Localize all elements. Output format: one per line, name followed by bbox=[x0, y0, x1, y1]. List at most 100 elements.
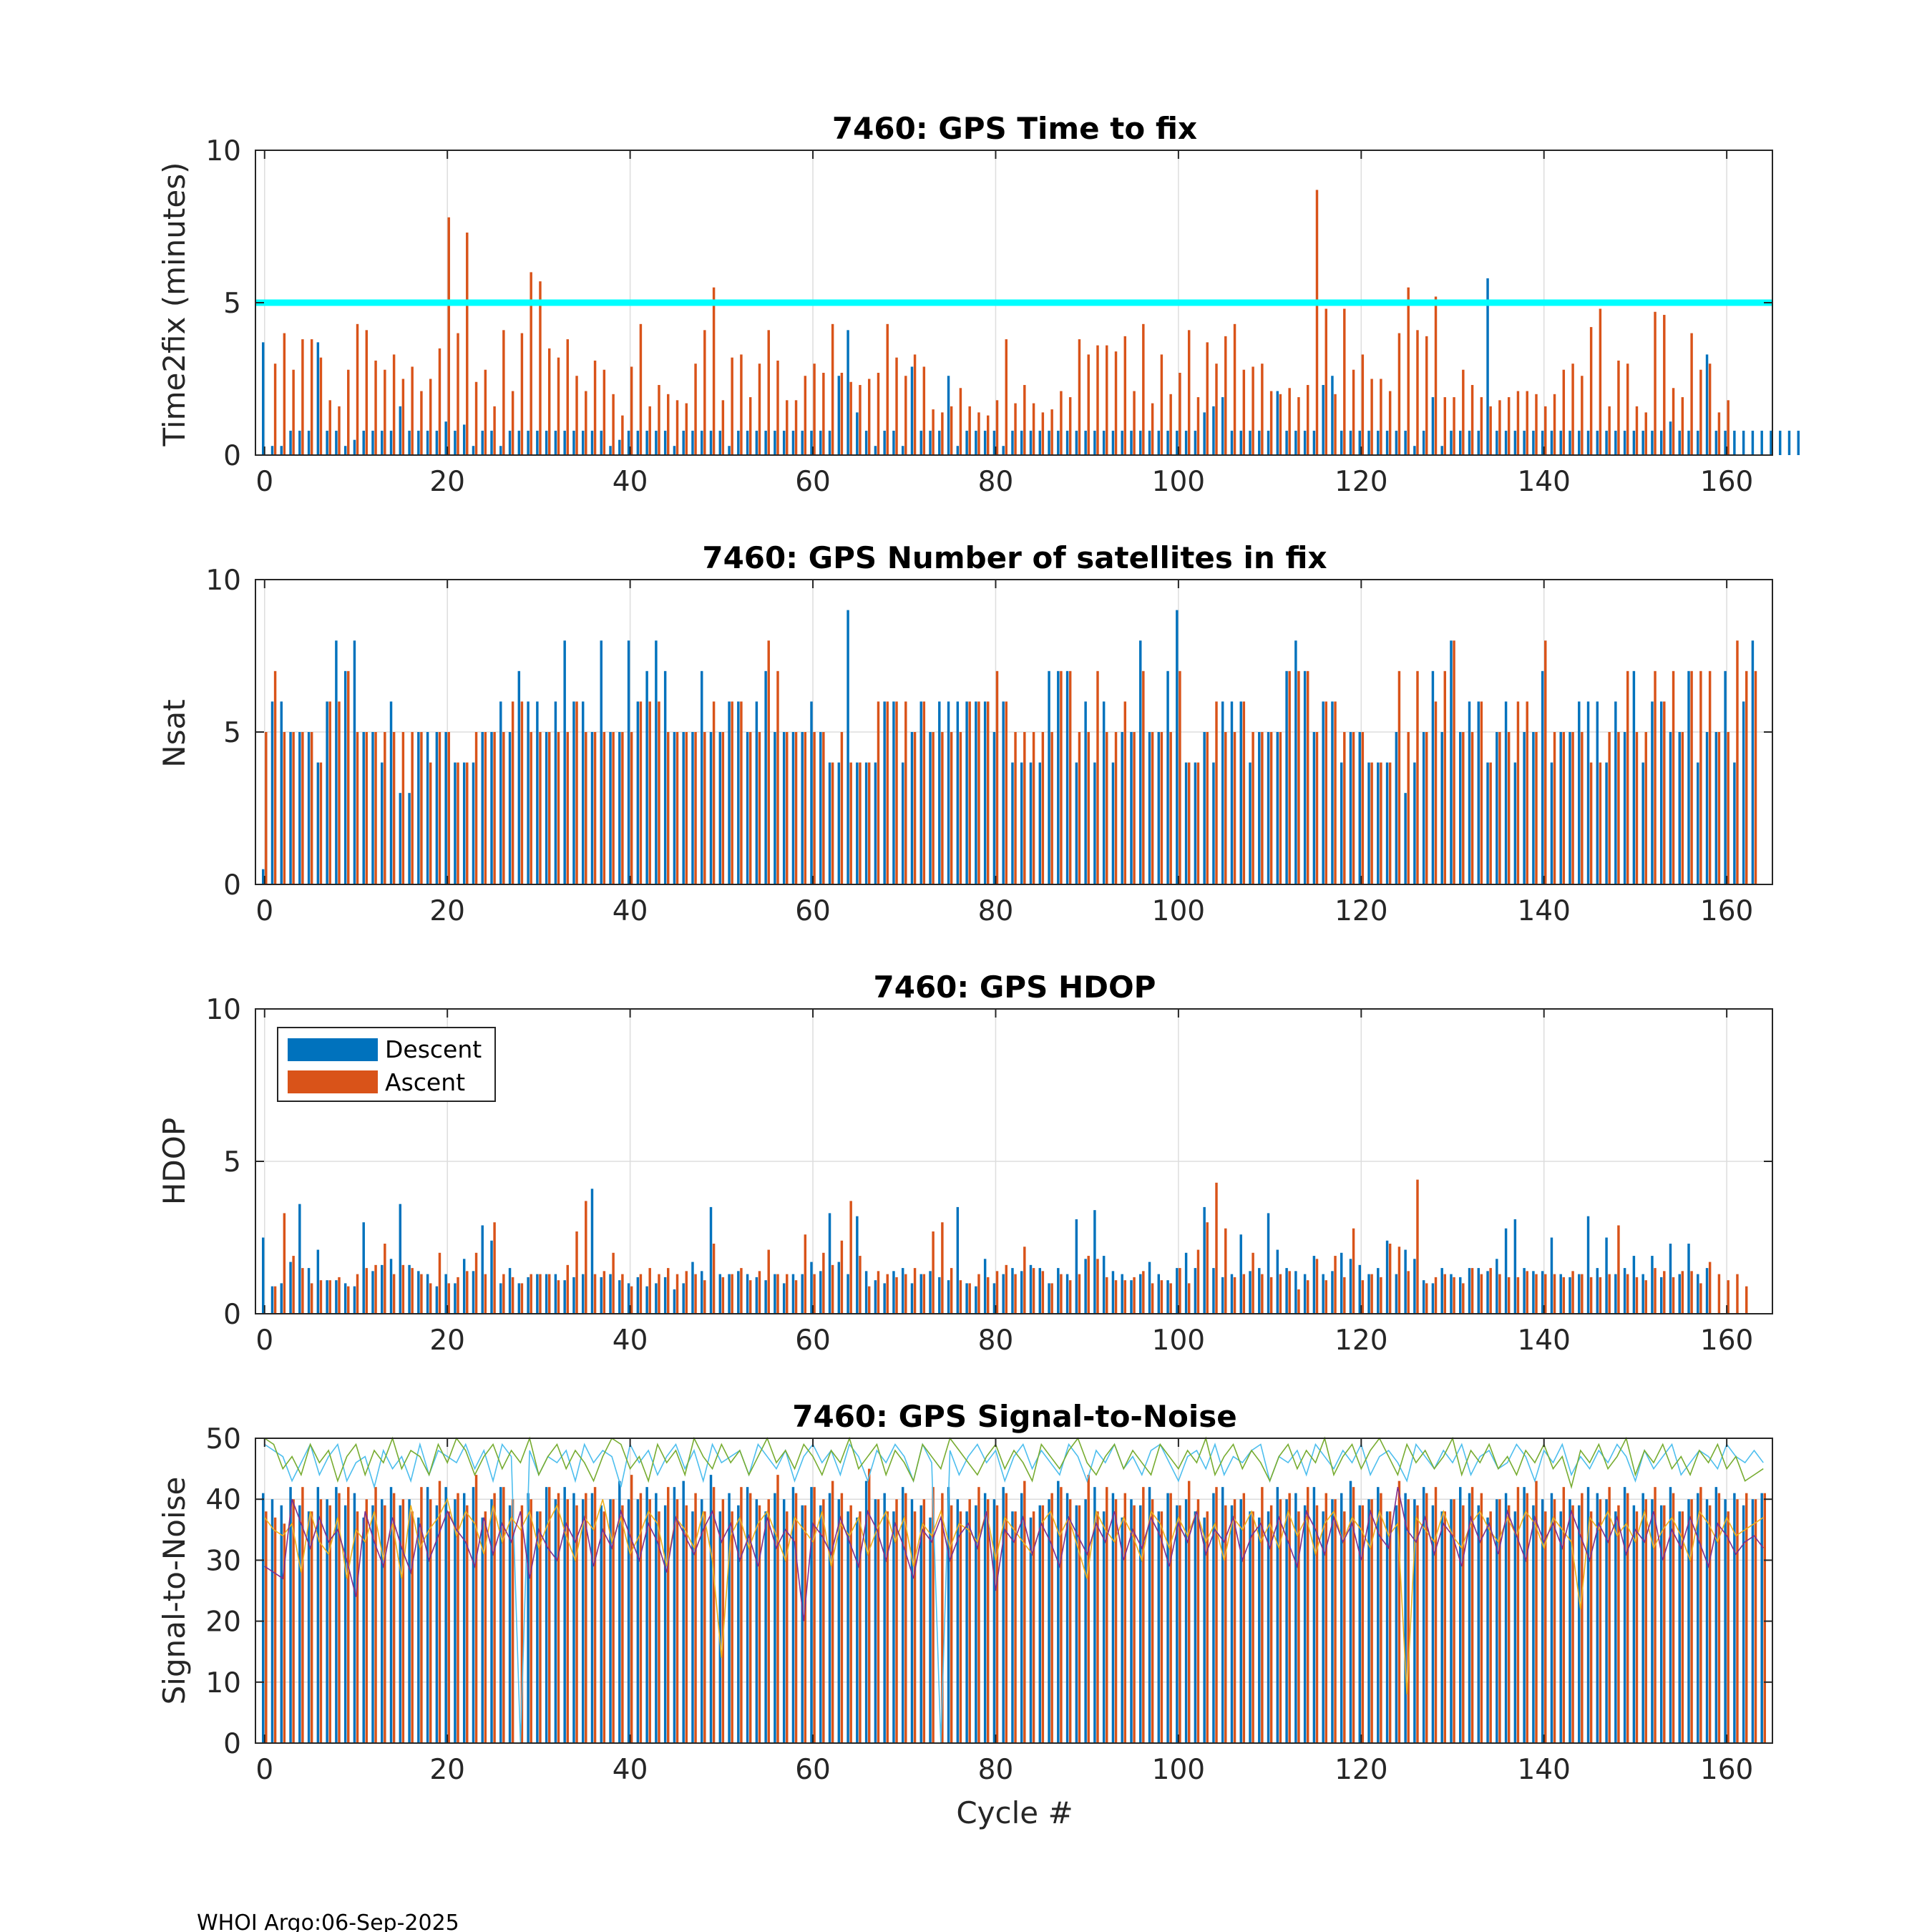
ascent-bar bbox=[1380, 1277, 1382, 1314]
descent-bar bbox=[1011, 1268, 1014, 1314]
descent-bar bbox=[1267, 1511, 1270, 1743]
descent-bar bbox=[965, 430, 968, 455]
descent-bar bbox=[718, 1511, 722, 1743]
ascent-bar bbox=[1516, 1277, 1520, 1314]
ascent-bar bbox=[547, 348, 551, 455]
ascent-bar bbox=[338, 406, 341, 455]
ascent-bar bbox=[1672, 1493, 1675, 1743]
descent-bar bbox=[399, 1204, 402, 1314]
ascent-bar bbox=[1443, 670, 1447, 884]
ascent-bar bbox=[593, 1487, 597, 1743]
descent-bar bbox=[965, 701, 968, 884]
descent-bar bbox=[554, 430, 557, 455]
descent-bar bbox=[563, 430, 566, 455]
ascent-bar bbox=[612, 1499, 615, 1743]
x-tick-label: 0 bbox=[255, 1324, 273, 1357]
x-tick-label: 80 bbox=[978, 895, 1014, 927]
descent-bar bbox=[1632, 430, 1636, 455]
descent-bar bbox=[956, 701, 960, 884]
descent-bar bbox=[1559, 1511, 1562, 1743]
descent-bar bbox=[1203, 1517, 1206, 1743]
ascent-bar bbox=[356, 1274, 359, 1314]
descent-bar bbox=[1075, 1505, 1078, 1743]
descent-bar bbox=[454, 762, 457, 884]
descent-bar bbox=[847, 1511, 849, 1743]
ascent-bar bbox=[1388, 1511, 1392, 1743]
descent-bar bbox=[1468, 1268, 1471, 1314]
ascent-bar bbox=[1133, 391, 1136, 455]
ascent-bar bbox=[1498, 1499, 1501, 1743]
ascent-bar bbox=[1179, 372, 1181, 455]
ascent-bar bbox=[822, 372, 825, 455]
descent-bar bbox=[1659, 1277, 1663, 1314]
ascent-bar bbox=[877, 1271, 880, 1314]
ascent-bar bbox=[1288, 1271, 1291, 1314]
ascent-bar bbox=[1279, 1499, 1282, 1743]
ascent-bar bbox=[1544, 406, 1547, 455]
ascent-bar bbox=[1133, 1277, 1136, 1314]
ascent-bar bbox=[731, 701, 733, 884]
ascent-bar bbox=[1526, 701, 1528, 884]
ascent-bar bbox=[1014, 732, 1017, 884]
descent-bar bbox=[527, 701, 530, 884]
ascent-bar bbox=[831, 1264, 834, 1314]
ascent-bar bbox=[639, 701, 643, 884]
ascent-bar bbox=[1252, 732, 1254, 884]
descent-bar bbox=[1176, 1505, 1179, 1743]
descent-bar bbox=[755, 701, 758, 884]
descent-bar bbox=[1586, 701, 1590, 884]
descent-bar bbox=[1770, 430, 1772, 455]
descent-bar bbox=[1578, 701, 1581, 884]
ascent-bar bbox=[913, 354, 917, 455]
descent-bar bbox=[1459, 1277, 1462, 1314]
ascent-bar bbox=[484, 1511, 487, 1743]
descent-bar bbox=[1203, 732, 1206, 884]
descent-bar bbox=[1048, 1283, 1050, 1314]
descent-bar bbox=[1303, 430, 1307, 455]
ascent-bar bbox=[310, 1283, 313, 1314]
descent-bar bbox=[1450, 430, 1453, 455]
descent-bar bbox=[883, 430, 886, 455]
ascent-bar bbox=[557, 732, 560, 884]
descent-bar bbox=[335, 1487, 338, 1743]
ascent-bar bbox=[1060, 391, 1063, 455]
ascent-bar bbox=[758, 732, 761, 884]
descent-bar bbox=[572, 1493, 575, 1743]
ascent-bar bbox=[977, 701, 980, 884]
ascent-bar bbox=[1708, 670, 1712, 884]
descent-bar bbox=[326, 1499, 328, 1743]
descent-bar bbox=[828, 1213, 831, 1314]
ascent-bar bbox=[1380, 379, 1382, 455]
ascent-bar bbox=[1206, 342, 1209, 455]
ascent-bar bbox=[447, 732, 450, 884]
ascent-bar bbox=[694, 732, 697, 884]
descent-bar bbox=[1048, 1499, 1050, 1743]
descent-bar bbox=[1714, 1487, 1718, 1743]
ascent-bar bbox=[292, 1499, 295, 1743]
satellites-title: 7460: GPS Number of satellites in fix bbox=[702, 540, 1327, 575]
ascent-bar bbox=[1699, 1283, 1702, 1314]
descent-bar bbox=[1724, 1499, 1727, 1743]
descent-bar bbox=[1413, 446, 1416, 455]
ascent-bar bbox=[1032, 403, 1035, 455]
descent-bar bbox=[1541, 1499, 1544, 1743]
descent-bar bbox=[1148, 1487, 1151, 1743]
ascent-bar bbox=[987, 701, 990, 884]
descent-bar bbox=[1331, 701, 1334, 884]
ascent-bar bbox=[1599, 1277, 1602, 1314]
descent-bar bbox=[1139, 430, 1142, 455]
ascent-bar bbox=[667, 1268, 670, 1314]
ascent-bar bbox=[1151, 403, 1154, 455]
descent-bar bbox=[1477, 1268, 1480, 1314]
ascent-bar bbox=[731, 357, 733, 455]
ascent-bar bbox=[1453, 1277, 1455, 1314]
descent-bar bbox=[1111, 430, 1115, 455]
descent-bar bbox=[801, 1505, 804, 1743]
descent-bar bbox=[527, 1493, 530, 1743]
descent-bar bbox=[609, 1499, 612, 1743]
descent-bar bbox=[728, 701, 731, 884]
ascent-bar bbox=[667, 1487, 670, 1743]
ascent-bar bbox=[1489, 762, 1492, 884]
ascent-bar bbox=[1288, 670, 1291, 884]
descent-bar bbox=[508, 732, 512, 884]
